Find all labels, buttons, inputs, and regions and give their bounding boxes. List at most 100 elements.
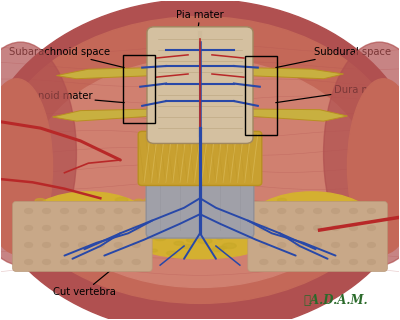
Ellipse shape (144, 197, 158, 203)
Ellipse shape (182, 244, 192, 248)
Ellipse shape (295, 225, 304, 231)
Ellipse shape (24, 242, 33, 248)
Ellipse shape (348, 79, 400, 254)
Ellipse shape (0, 42, 76, 265)
Ellipse shape (132, 208, 141, 214)
Ellipse shape (313, 259, 322, 265)
Ellipse shape (42, 259, 51, 265)
Ellipse shape (150, 249, 157, 252)
Ellipse shape (165, 207, 172, 211)
Ellipse shape (78, 208, 87, 214)
Ellipse shape (42, 242, 51, 248)
Ellipse shape (60, 259, 69, 265)
Ellipse shape (277, 259, 286, 265)
Ellipse shape (349, 242, 358, 248)
Ellipse shape (174, 241, 184, 245)
Ellipse shape (24, 225, 33, 231)
Ellipse shape (121, 215, 133, 220)
Bar (124, 55, 155, 123)
Ellipse shape (105, 222, 112, 225)
Ellipse shape (216, 237, 223, 239)
Ellipse shape (41, 244, 53, 249)
FancyBboxPatch shape (13, 201, 152, 271)
Ellipse shape (0, 79, 52, 254)
Polygon shape (246, 109, 348, 121)
Ellipse shape (367, 225, 376, 231)
Ellipse shape (60, 225, 69, 231)
Ellipse shape (313, 242, 322, 248)
Polygon shape (52, 109, 154, 121)
Ellipse shape (349, 208, 358, 214)
Ellipse shape (259, 247, 273, 253)
Ellipse shape (277, 208, 286, 214)
Ellipse shape (259, 242, 268, 248)
Ellipse shape (72, 227, 80, 230)
Ellipse shape (114, 259, 123, 265)
Ellipse shape (167, 251, 177, 255)
Ellipse shape (367, 208, 376, 214)
FancyBboxPatch shape (147, 27, 253, 143)
Ellipse shape (176, 232, 190, 237)
Ellipse shape (324, 42, 400, 265)
Ellipse shape (204, 229, 210, 232)
Ellipse shape (132, 259, 141, 265)
Ellipse shape (153, 227, 160, 230)
Text: Subdural space: Subdural space (276, 47, 391, 68)
Ellipse shape (285, 228, 298, 233)
Ellipse shape (95, 236, 106, 240)
Ellipse shape (96, 259, 105, 265)
Ellipse shape (251, 226, 262, 231)
Ellipse shape (277, 225, 286, 231)
Ellipse shape (212, 247, 224, 252)
Ellipse shape (132, 225, 141, 231)
Text: Dura mater: Dura mater (276, 85, 391, 103)
Polygon shape (56, 68, 154, 79)
Bar (245, 56, 276, 134)
Ellipse shape (42, 208, 51, 214)
Ellipse shape (259, 259, 268, 265)
Ellipse shape (198, 238, 212, 244)
Ellipse shape (331, 208, 340, 214)
Text: Subarachnoid space: Subarachnoid space (9, 47, 124, 68)
Ellipse shape (24, 259, 33, 265)
Ellipse shape (134, 199, 143, 203)
Ellipse shape (295, 242, 304, 248)
Ellipse shape (222, 243, 236, 249)
Ellipse shape (116, 201, 284, 259)
Ellipse shape (260, 235, 274, 240)
Ellipse shape (313, 208, 322, 214)
Ellipse shape (96, 242, 105, 248)
Ellipse shape (114, 225, 123, 231)
Ellipse shape (104, 251, 115, 256)
Ellipse shape (295, 208, 304, 214)
Ellipse shape (259, 208, 268, 214)
Ellipse shape (278, 198, 286, 202)
Ellipse shape (367, 242, 376, 248)
Ellipse shape (42, 225, 51, 231)
Ellipse shape (257, 246, 265, 249)
Ellipse shape (331, 242, 340, 248)
Ellipse shape (349, 201, 361, 206)
Polygon shape (246, 68, 344, 79)
Ellipse shape (331, 225, 340, 231)
Ellipse shape (187, 238, 196, 242)
Ellipse shape (298, 232, 306, 235)
Ellipse shape (248, 192, 375, 256)
Ellipse shape (114, 208, 123, 214)
Ellipse shape (34, 248, 46, 253)
Ellipse shape (315, 241, 322, 244)
Ellipse shape (79, 214, 88, 218)
Ellipse shape (331, 259, 340, 265)
Ellipse shape (288, 243, 298, 246)
Text: Pia mater: Pia mater (176, 10, 224, 42)
Ellipse shape (349, 225, 358, 231)
Text: Cut vertebra: Cut vertebra (52, 246, 140, 297)
Ellipse shape (35, 199, 45, 203)
Ellipse shape (132, 242, 141, 248)
Text: Arachnoid mater: Arachnoid mater (9, 91, 124, 103)
Ellipse shape (259, 225, 268, 231)
Ellipse shape (83, 251, 93, 255)
Ellipse shape (60, 242, 69, 248)
Ellipse shape (114, 242, 123, 248)
Ellipse shape (115, 197, 128, 203)
